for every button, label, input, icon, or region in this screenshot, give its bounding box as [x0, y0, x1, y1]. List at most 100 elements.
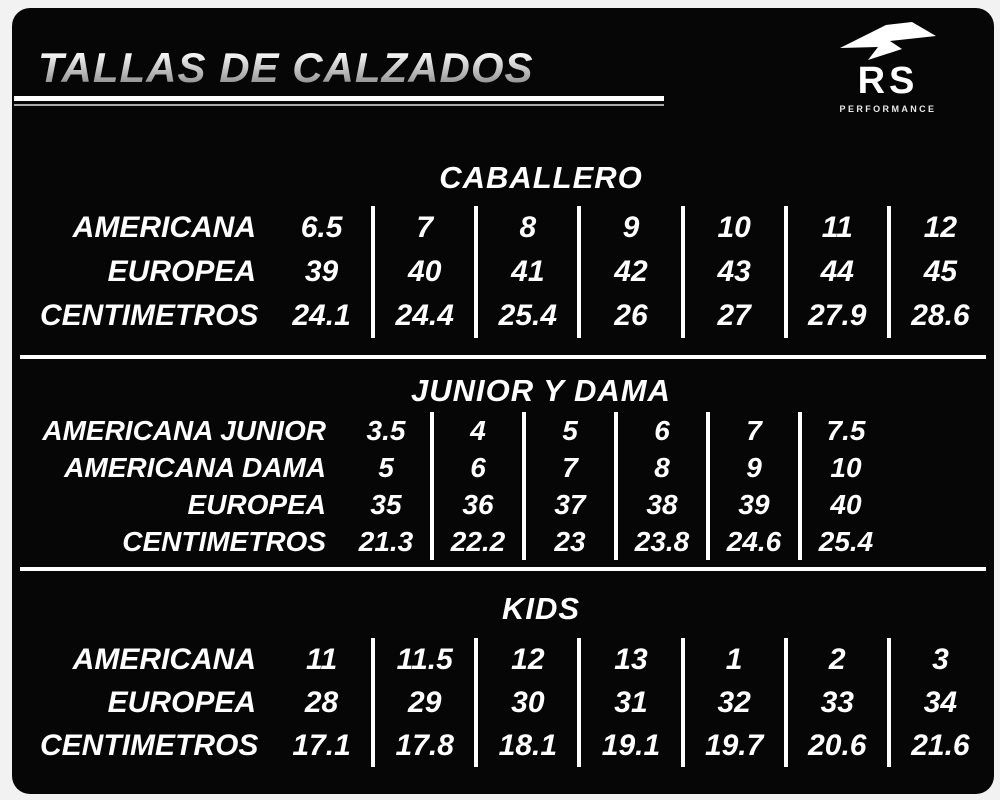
kids-column-3: 12 30 18.1 [478, 638, 582, 767]
junior-y-dama-column-6: 7.5 10 40 25.4 [802, 412, 890, 560]
size-value: 40 [408, 255, 442, 288]
size-value: 45 [923, 255, 958, 288]
size-value: 8 [519, 211, 537, 244]
size-value: 5 [562, 415, 578, 446]
kids-column-5: 1 32 19.7 [685, 638, 788, 767]
title-underline-echo [14, 104, 664, 106]
caballero-column-1: 6.5 39 24.1 [272, 206, 376, 338]
size-value: 9 [746, 452, 762, 483]
size-value: 37 [554, 489, 586, 520]
size-value: 24.6 [726, 526, 782, 557]
logo-brand-text: RS [857, 60, 919, 102]
caballero-column-6: 11 44 27.9 [788, 206, 891, 338]
junior-y-dama-label-column: AMERICANA JUNIOR AMERICANA DAMA EUROPEA CEN… [40, 412, 342, 560]
size-value: 12 [923, 211, 958, 244]
size-value: 19.1 [601, 729, 661, 762]
caballero-column-4: 9 42 26 [581, 206, 685, 338]
kids-size-table: AMERICANA EUROPEA CENTIMETROS 11 28 17.1 11.5 2… [40, 638, 990, 767]
size-value: 44 [820, 255, 854, 288]
caballero-column-7: 12 45 28.6 [891, 206, 990, 338]
junior-y-dama-column-1: 3.5 5 35 21.3 [342, 412, 434, 560]
size-value: 11.5 [396, 643, 453, 676]
size-value: 5 [378, 452, 394, 483]
size-value: 27 [717, 299, 751, 332]
size-value: 26 [614, 299, 648, 332]
size-value: 6.5 [300, 211, 343, 244]
size-value: 25.4 [498, 299, 558, 332]
size-value: 21.3 [358, 526, 414, 557]
size-value: 17.1 [292, 729, 351, 762]
size-value: 6 [654, 415, 670, 446]
row-label: AMERICANA DAMA [64, 452, 326, 483]
size-value: 29 [408, 686, 442, 719]
size-value: 8 [654, 452, 670, 483]
size-value: 41 [511, 255, 545, 288]
size-value: 31 [614, 686, 648, 719]
kids-column-2: 11.5 29 17.8 [375, 638, 479, 767]
caballero-column-2: 7 40 24.4 [375, 206, 479, 338]
size-value: 1 [725, 643, 743, 676]
title-underline [14, 96, 664, 101]
size-value: 30 [511, 686, 545, 719]
size-value: 3.5 [366, 415, 406, 446]
caballero-size-table: AMERICANA EUROPEA CENTIMETROS 6.5 39 24.1 7 40 2… [40, 206, 990, 338]
size-value: 17.8 [395, 729, 454, 762]
section-divider [20, 567, 986, 571]
section-title-kids: KIDS [501, 591, 581, 626]
size-value: 21.6 [911, 729, 970, 762]
caballero-label-column: AMERICANA EUROPEA CENTIMETROS [40, 206, 272, 338]
size-value: 23.8 [634, 526, 690, 557]
row-label: CENTIMETROS [40, 729, 259, 762]
junior-y-dama-column-5: 7 9 39 24.6 [710, 412, 802, 560]
size-value: 12 [511, 643, 545, 676]
section-title-junior-y-dama: JUNIOR Y DAMA [411, 373, 671, 408]
size-value: 10 [830, 452, 862, 483]
size-value: 38 [646, 489, 678, 520]
row-label: EUROPEA [187, 489, 326, 520]
row-label: AMERICANA [72, 211, 256, 244]
size-value: 2 [828, 643, 846, 676]
size-value: 10 [717, 211, 751, 244]
size-value: 7.5 [826, 415, 866, 446]
kids-column-7: 3 34 21.6 [891, 638, 990, 767]
rs-swoosh-icon [834, 20, 942, 60]
size-value: 35 [370, 489, 402, 520]
size-value: 27.9 [808, 299, 867, 332]
size-value: 13 [614, 643, 648, 676]
row-label: EUROPEA [107, 255, 256, 288]
caballero-column-3: 8 41 25.4 [478, 206, 582, 338]
size-value: 18.1 [498, 729, 558, 762]
row-label: CENTIMETROS [40, 299, 259, 332]
caballero-column-5: 10 43 27 [685, 206, 788, 338]
size-value: 25.4 [818, 526, 874, 557]
kids-column-1: 11 28 17.1 [272, 638, 376, 767]
size-value: 22.2 [450, 526, 506, 557]
junior-y-dama-column-3: 5 7 37 23 [526, 412, 618, 560]
size-value: 3 [932, 643, 949, 676]
size-chart-card: TALLAS DE CALZADOS RS PERFORMANCE CABALL… [12, 8, 994, 794]
kids-column-4: 13 31 19.1 [581, 638, 685, 767]
page-title: TALLAS DE CALZADOS [38, 44, 534, 91]
junior-y-dama-column-4: 6 8 38 23.8 [618, 412, 710, 560]
size-value: 4 [470, 415, 486, 446]
size-value: 39 [738, 489, 770, 520]
section-divider [20, 355, 986, 359]
size-value: 28.6 [911, 299, 970, 332]
size-value: 32 [717, 686, 751, 719]
row-label: AMERICANA [72, 643, 256, 676]
size-value: 9 [622, 211, 640, 244]
kids-column-6: 2 33 20.6 [788, 638, 891, 767]
row-label: CENTIMETROS [122, 526, 326, 557]
size-value: 28 [304, 686, 339, 719]
section-title-caballero: CABALLERO [439, 160, 643, 195]
size-value: 7 [562, 452, 578, 483]
row-label: AMERICANA JUNIOR [42, 415, 326, 446]
logo-subtitle-text: PERFORMANCE [839, 104, 937, 114]
junior-y-dama-column-2: 4 6 36 22.2 [434, 412, 526, 560]
size-value: 36 [462, 489, 494, 520]
size-value: 20.6 [808, 729, 867, 762]
size-value: 11 [305, 643, 338, 676]
size-value: 34 [923, 686, 958, 719]
junior-y-dama-size-table: AMERICANA JUNIOR AMERICANA DAMA EUROPEA CEN… [40, 412, 890, 560]
size-value: 24.4 [395, 299, 454, 332]
